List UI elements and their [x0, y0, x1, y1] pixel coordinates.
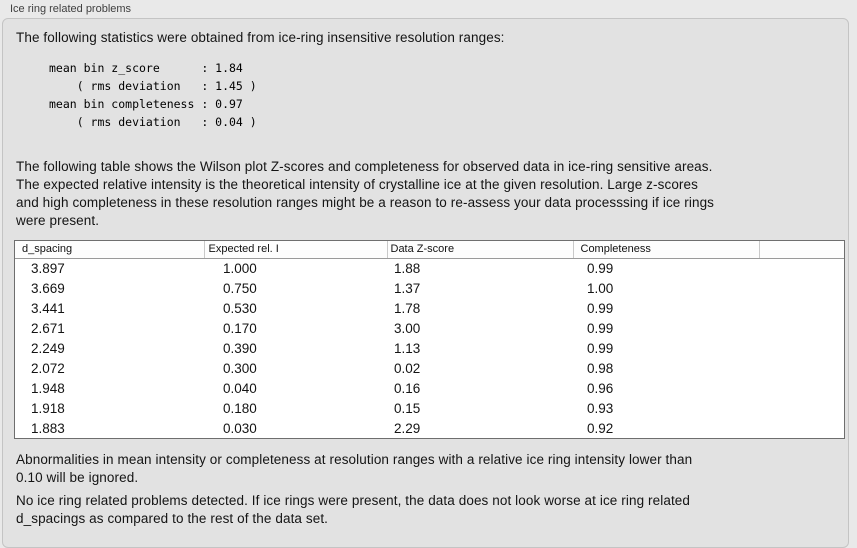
table-cell: [759, 258, 844, 278]
table-cell: 0.170: [223, 320, 257, 336]
table-cell: 3.669: [31, 280, 65, 296]
table-cell: 1.000: [223, 260, 257, 276]
table-cell: 0.93: [587, 400, 614, 416]
table-cell: [759, 318, 844, 338]
table-cell: 1.78: [394, 300, 421, 316]
table-row[interactable]: 3.897 1.000 1.88 0.99: [15, 258, 844, 278]
table-cell: 1.88: [394, 260, 421, 276]
table-cell: 2.671: [31, 320, 65, 336]
abnormality-note-text: Abnormalities in mean intensity or compl…: [16, 452, 693, 485]
table-row[interactable]: 3.441 0.530 1.78 0.99: [15, 298, 844, 318]
table-cell: 1.00: [587, 280, 614, 296]
table-cell: 0.15: [394, 400, 421, 416]
stats-intro-text: The following statistics were obtained f…: [16, 30, 505, 45]
table-cell: [759, 338, 844, 358]
table-cell: 0.530: [223, 300, 257, 316]
table-cell: [759, 378, 844, 398]
table-cell: 2.249: [31, 340, 65, 356]
table-row[interactable]: 2.072 0.300 0.02 0.98: [15, 358, 844, 378]
table-cell: 3.00: [394, 320, 421, 336]
column-header-d-spacing[interactable]: d_spacing: [15, 241, 204, 259]
ice-ring-table[interactable]: d_spacing Expected rel. I Data Z-score C…: [14, 240, 845, 439]
window: { "panel": { "title": "Ice ring related …: [2, 3, 849, 548]
table-cell: 0.99: [587, 340, 614, 356]
table-cell: 0.300: [223, 360, 257, 376]
table-cell: 0.040: [223, 380, 257, 396]
table-row[interactable]: 1.948 0.040 0.16 0.96: [15, 378, 844, 398]
table-cell: 3.897: [31, 260, 65, 276]
column-header-empty: [758, 241, 844, 259]
stats-summary-block: mean bin z_score : 1.84 ( rms deviation …: [49, 61, 257, 129]
table-cell: 1.37: [394, 280, 421, 296]
table-cell: [759, 398, 844, 418]
table-cell: [759, 358, 844, 378]
table-row[interactable]: 2.249 0.390 1.13 0.99: [15, 338, 844, 358]
column-header-completeness[interactable]: Completeness: [572, 241, 759, 259]
table-header-row: d_spacing Expected rel. I Data Z-score C…: [15, 241, 844, 259]
table-cell: [759, 298, 844, 318]
table-cell: 0.390: [223, 340, 257, 356]
table-cell: 1.883: [31, 420, 65, 436]
conclusion-text: No ice ring related problems detected. I…: [16, 493, 691, 526]
table-row[interactable]: 1.883 0.030 2.29 0.92: [15, 418, 844, 438]
table-cell: 1.918: [31, 400, 65, 416]
table-description-text: The following table shows the Wilson plo…: [16, 159, 715, 228]
table-header: d_spacing Expected rel. I Data Z-score C…: [15, 241, 844, 259]
column-header-data-z-score[interactable]: Data Z-score: [386, 241, 573, 259]
table-cell: 0.16: [394, 380, 421, 396]
table-cell: [759, 278, 844, 298]
table-cell: 2.29: [394, 420, 421, 436]
table-cell: 0.180: [223, 400, 257, 416]
table-cell: 0.750: [223, 280, 257, 296]
table-cell: 0.030: [223, 420, 257, 436]
ice-ring-data-table: d_spacing Expected rel. I Data Z-score C…: [15, 241, 844, 438]
table-cell: 0.98: [587, 360, 614, 376]
panel-title: Ice ring related problems: [10, 3, 132, 15]
table-cell: 2.072: [31, 360, 65, 376]
table-cell: 1.13: [394, 340, 421, 356]
table-cell: [759, 418, 844, 438]
table-cell: 0.99: [587, 300, 614, 316]
table-body: 3.897 1.000 1.88 0.99 3.669 0.750 1.37 1.00 3.44…: [15, 258, 844, 438]
table-row[interactable]: 2.671 0.170 3.00 0.99: [15, 318, 844, 338]
table-cell: 1.948: [31, 380, 65, 396]
table-cell: 0.02: [394, 360, 421, 376]
table-cell: 0.99: [587, 320, 614, 336]
table-cell: 0.99: [587, 260, 614, 276]
table-row[interactable]: 1.918 0.180 0.15 0.93: [15, 398, 844, 418]
column-header-expected-rel-i[interactable]: Expected rel. I: [203, 241, 387, 259]
table-cell: 3.441: [31, 300, 65, 316]
panel-box: The following statistics were obtained f…: [2, 18, 849, 548]
table-cell: 0.96: [587, 380, 614, 396]
table-cell: 0.92: [587, 420, 614, 436]
table-row[interactable]: 3.669 0.750 1.37 1.00: [15, 278, 844, 298]
